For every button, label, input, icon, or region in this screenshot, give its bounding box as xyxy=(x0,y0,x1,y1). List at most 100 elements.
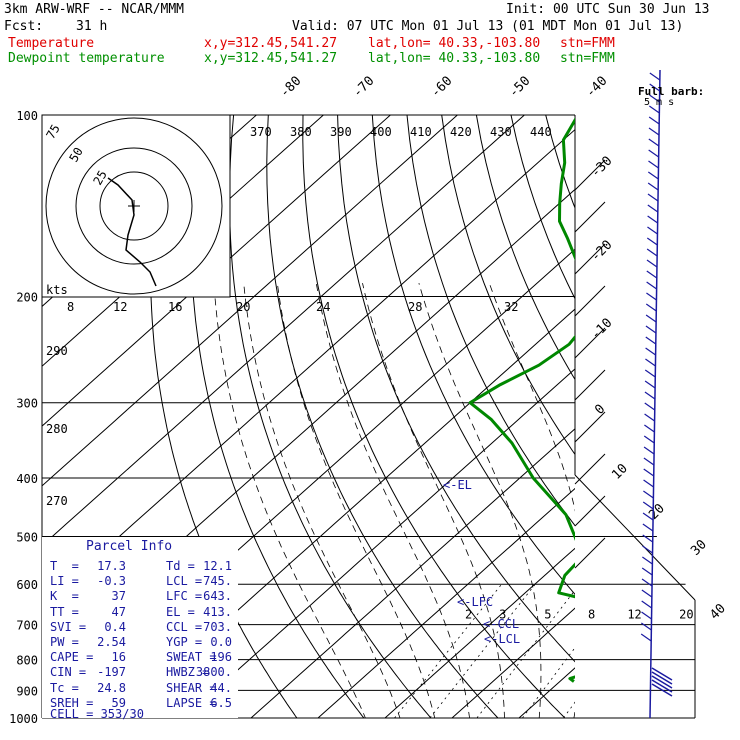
wind-barb xyxy=(641,578,653,587)
wind-barbs: Full barb:5 m s xyxy=(638,69,704,719)
moist-adiabat-25 xyxy=(578,283,639,731)
wind-barb xyxy=(647,171,659,180)
parcel-info-title: Parcel Info xyxy=(86,539,173,554)
wind-barb xyxy=(643,468,655,477)
pressure-label-400: 400 xyxy=(16,472,38,486)
theta-label-400: 400 xyxy=(370,125,392,139)
moist-adiabat-20 xyxy=(488,282,575,718)
wind-barb xyxy=(647,215,658,224)
wind-barb xyxy=(648,149,660,158)
wind-staff xyxy=(649,69,661,719)
isotherm-extensions xyxy=(574,159,606,569)
moist-adiabat-40 xyxy=(706,283,740,731)
isotherm-label--50: -50 xyxy=(506,74,533,101)
level-annotations: <-EL <-LFC <-CCL<-LCL xyxy=(443,478,520,646)
wind-barb xyxy=(645,336,657,345)
speed-label-32: 32 xyxy=(504,300,518,314)
hodograph-ring-label-50: 50 xyxy=(66,145,85,165)
wind-barb xyxy=(642,545,653,554)
mixing-label-12: 12 xyxy=(627,608,641,622)
isotherm-ext-7 xyxy=(574,453,606,485)
isotherm-label--30: -30 xyxy=(588,154,615,181)
wind-barb xyxy=(644,402,656,411)
temperature-station: stn=FMM xyxy=(560,36,615,51)
mixing-label-20: 20 xyxy=(679,608,693,622)
parcel-cell-8-3: 44. xyxy=(210,680,232,695)
wind-barb xyxy=(645,303,657,312)
wind-barb xyxy=(648,138,660,147)
parcel-cell-9-2: LAPSE = xyxy=(166,695,217,710)
wind-barb xyxy=(646,248,658,257)
wind-barb xyxy=(647,193,659,202)
dry-adiabat-370 xyxy=(580,115,740,731)
wind-barb xyxy=(642,512,654,521)
dry-adiabat-310 xyxy=(371,115,575,596)
moist-adiabat-35 xyxy=(672,283,740,731)
parcel-cell-1-2: LCL = xyxy=(166,574,203,589)
isotherm--10 xyxy=(384,547,575,718)
parcel-cell-6-0: CAPE = xyxy=(50,650,94,665)
parcel-cell-4-0: SVI = xyxy=(50,619,87,634)
isotherm-label--70: -70 xyxy=(350,74,377,101)
lfc-annotation: <-LFC xyxy=(457,595,493,609)
low-level-barb xyxy=(651,675,673,689)
isotherm-label--20: -20 xyxy=(588,238,615,265)
speed-label-8: 8 xyxy=(67,300,74,314)
theta-label-390: 390 xyxy=(330,125,352,139)
hodograph-ring-50 xyxy=(75,147,193,265)
dewpoint-latlon: lat,lon= 40.33,-103.80 xyxy=(368,51,541,66)
hodograph-trace xyxy=(107,177,157,287)
wind-barb xyxy=(641,600,653,609)
mixing-label-5: 5 xyxy=(544,608,551,622)
parcel-cell-3-0: TT = xyxy=(50,604,79,619)
wind-barb xyxy=(644,369,656,378)
mixing-label-8: 8 xyxy=(588,608,595,622)
full-barb-units: 5 m s xyxy=(644,97,674,108)
parcel-info-box: Parcel Info T = 17.3 Td = 12.1 LI = -0.3 LCL =… xyxy=(42,537,238,721)
dry-adiabat-290 xyxy=(302,115,566,718)
isotherm-label-0: 0 xyxy=(592,402,608,418)
moist-adiabat-5 xyxy=(315,283,471,718)
theta-label-380: 380 xyxy=(290,125,312,139)
temperature-latlon: lat,lon= 40.33,-103.80 xyxy=(368,36,541,51)
low-level-barb xyxy=(651,679,673,693)
wind-barb xyxy=(649,72,661,81)
theta-side-label-280: 280 xyxy=(46,422,68,436)
wind-barb xyxy=(640,633,652,642)
theta-label-420: 420 xyxy=(450,125,472,139)
speed-label-24: 24 xyxy=(316,300,330,314)
parcel-cell-1-0: LI = xyxy=(50,574,79,589)
isotherm-ext-6 xyxy=(574,411,606,443)
speed-label-12: 12 xyxy=(113,300,127,314)
temperature-trace xyxy=(639,115,678,682)
isotherm--90 xyxy=(42,115,525,547)
wind-barb xyxy=(647,204,659,213)
temperature-legend: Temperature xyxy=(8,36,95,51)
theta-label-370: 370 xyxy=(250,125,272,139)
wind-barb xyxy=(641,622,652,631)
pressure-label-900: 900 xyxy=(16,684,38,698)
isotherm-label--10: -10 xyxy=(588,316,615,343)
wind-barb xyxy=(645,325,657,334)
parcel-cell-2-0: K = xyxy=(50,589,79,604)
parcel-cell-5-1: 2.54 xyxy=(97,635,126,649)
isotherm-ext-2 xyxy=(574,243,606,275)
isotherm-label--80: -80 xyxy=(277,74,304,101)
wind-barb xyxy=(645,347,656,356)
theta-side-label-290: 290 xyxy=(46,344,68,358)
isotherm-0 xyxy=(451,607,575,718)
moist-adiabat--5 xyxy=(243,283,401,718)
pressure-label-200: 200 xyxy=(16,291,38,305)
wind-barb xyxy=(642,534,654,543)
pressure-label-600: 600 xyxy=(16,578,38,592)
parcel-cell-6-1: 16 xyxy=(111,650,126,665)
wind-barb xyxy=(648,105,660,114)
parcel-cell-5-3: 0.0 xyxy=(210,635,232,649)
pressure-label-100: 100 xyxy=(16,109,38,123)
parcel-cell-0-1: 17.3 xyxy=(97,559,126,573)
temperature-xy: x,y=312.45,541.27 xyxy=(204,36,338,51)
mixing-line-20 xyxy=(618,584,712,718)
wind-barb xyxy=(647,182,659,191)
wind-barb xyxy=(646,292,657,301)
init-time: Init: 00 UTC Sun 30 Jun 13 xyxy=(506,2,710,17)
